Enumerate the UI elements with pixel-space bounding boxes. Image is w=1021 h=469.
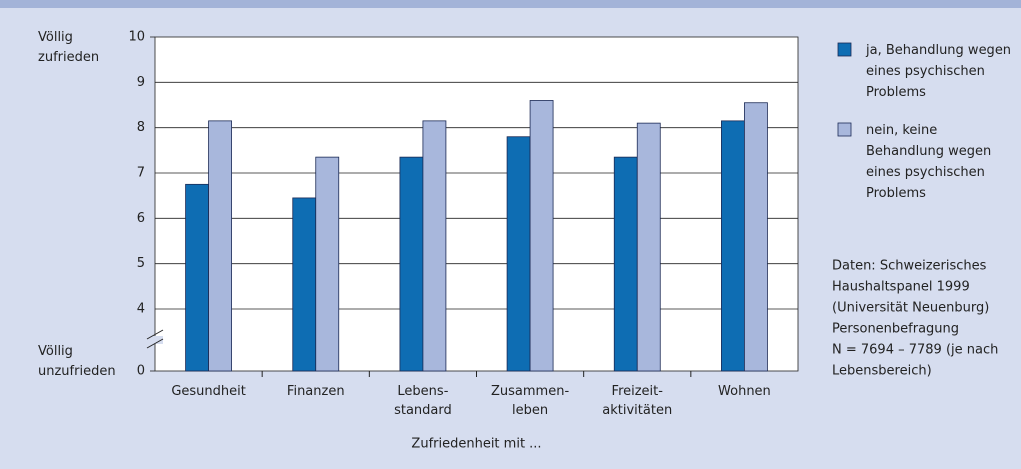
note: Haushaltspanel 1999	[832, 280, 970, 295]
y-tick-label: 9	[137, 75, 145, 90]
y-tick-label: 5	[137, 256, 145, 271]
note: Personenbefragung	[832, 322, 959, 337]
x-tick-label: Gesundheit	[171, 384, 246, 399]
y-tick-label: 4	[137, 302, 145, 317]
bar	[721, 120, 745, 372]
bar	[636, 122, 661, 372]
y-top-label: Völlig zufrieden	[38, 30, 99, 65]
bar	[506, 136, 531, 372]
note: (Universität Neuenburg)	[832, 301, 989, 316]
legend-swatch	[837, 42, 852, 57]
top-band	[0, 0, 1021, 8]
bar	[315, 156, 340, 372]
legend-label: nein, keine Behandlung wegen eines psychis…	[866, 123, 991, 201]
axis-break	[146, 329, 164, 340]
bar	[422, 120, 447, 372]
y-tick-label: 7	[137, 166, 145, 181]
bar	[744, 102, 768, 372]
bar	[292, 197, 317, 372]
bar	[529, 100, 554, 372]
note: N = 7694 – 7789 (je nach	[832, 343, 998, 358]
axis-break	[146, 338, 164, 349]
axis-break-gap	[147, 336, 163, 344]
x-tick-label: Finanzen	[287, 384, 345, 399]
plot-area	[154, 36, 799, 372]
x-axis-label: Zufriedenheit mit ...	[411, 437, 541, 452]
bar	[208, 120, 232, 372]
legend-label: ja, Behandlung wegen eines psychischen Pro…	[865, 43, 1011, 100]
bar	[185, 183, 209, 372]
y-tick-label: 6	[137, 211, 145, 226]
bar	[613, 156, 638, 372]
x-tick-label: Lebens-standard	[394, 384, 452, 418]
note: Lebensbereich)	[832, 364, 932, 379]
x-tick-label: Zusammen-leben	[491, 384, 569, 418]
x-tick-label: Freizeit-aktivitäten	[602, 384, 672, 418]
y-tick-label: 10	[128, 30, 145, 45]
y-bottom-label: Völlig unzufrieden	[38, 344, 116, 379]
x-tick-label: Wohnen	[718, 384, 771, 399]
note: Daten: Schweizerisches	[832, 259, 987, 274]
y-tick-label: 8	[137, 120, 145, 135]
y-tick-label: 0	[137, 364, 145, 379]
bar	[399, 156, 424, 372]
legend-swatch	[837, 122, 852, 137]
